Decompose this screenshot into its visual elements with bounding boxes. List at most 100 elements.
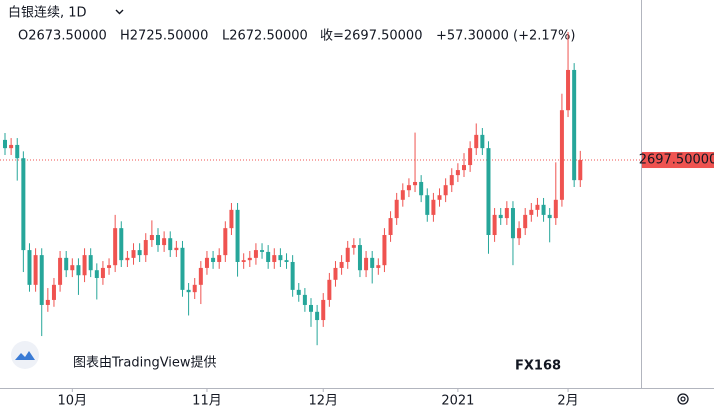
settings-icon[interactable]: [677, 393, 689, 405]
candle-body: [64, 257, 69, 271]
x-tick-label: 2月: [557, 394, 578, 409]
tv-logo-bg: [11, 341, 39, 369]
candle-body: [449, 175, 454, 186]
candle-body: [168, 238, 173, 251]
candle-body: [364, 257, 369, 271]
candle-body: [278, 255, 283, 261]
x-tick-label: 10月: [58, 394, 88, 409]
candle-body: [443, 185, 448, 196]
candle-body: [15, 144, 20, 159]
chart-title: 白银连续, 1D: [8, 5, 87, 21]
candle-body: [486, 148, 491, 236]
candle-body: [492, 214, 497, 236]
candle-body: [70, 265, 75, 271]
candle-body: [27, 250, 32, 285]
candle-body: [474, 134, 479, 149]
candle-body: [204, 257, 209, 268]
interval-menu[interactable]: [115, 9, 124, 15]
candle-body: [94, 270, 99, 278]
ohlc-value: +57.30000 (+2.17%): [436, 29, 575, 44]
candle-body: [290, 261, 295, 290]
candle-body: [100, 267, 105, 278]
candle-body: [3, 139, 7, 149]
candle-body: [333, 267, 338, 280]
candle-body: [376, 265, 381, 268]
candle-body: [357, 245, 362, 271]
candle-body: [309, 304, 313, 312]
candle-body: [143, 240, 148, 256]
candle-body: [302, 294, 307, 305]
ohlc-value: H2725.50000: [120, 29, 208, 44]
ohlc-legend: O2673.50000 H2725.50000 L2672.50000 收=2697.…: [18, 29, 575, 44]
candle-body: [351, 245, 356, 248]
candle-body: [186, 289, 191, 293]
candle-body: [149, 235, 154, 241]
candle-body: [174, 247, 179, 251]
watermark: 图表由TradingView提供: [73, 355, 217, 371]
candle-body: [125, 257, 130, 261]
candle-body: [33, 255, 38, 285]
candle-body: [272, 255, 277, 262]
candle-body: [431, 199, 436, 215]
candle-body: [284, 260, 289, 262]
candle-body: [241, 260, 246, 262]
candle-body: [370, 257, 375, 268]
candle-body: [137, 250, 142, 256]
candle-body: [566, 69, 571, 111]
candle-body: [547, 214, 552, 219]
candle-body: [266, 251, 271, 262]
candle-body: [462, 165, 466, 171]
candle-body: [480, 134, 485, 149]
candle-body: [382, 235, 387, 266]
candle-body: [413, 181, 418, 186]
candle-body: [388, 218, 393, 236]
last-price-badge: [642, 152, 714, 169]
candle-body: [198, 267, 203, 285]
candle-body: [400, 190, 405, 200]
candle-body: [498, 214, 503, 219]
candle-body: [541, 204, 546, 215]
candle-body: [162, 238, 167, 246]
candle-body: [45, 299, 50, 305]
candle-body: [113, 228, 118, 266]
candle-body: [572, 69, 577, 181]
x-tick-label: 12月: [308, 394, 338, 409]
candle-body: [253, 250, 258, 258]
candle-body: [192, 284, 197, 293]
candle-body: [339, 261, 344, 268]
candle-body: [247, 257, 252, 261]
candle-body: [76, 265, 81, 276]
candle-body: [510, 208, 515, 239]
candle-body: [455, 170, 460, 176]
candle-body: [119, 228, 124, 261]
candle-body: [517, 228, 522, 239]
candle-body: [553, 199, 558, 219]
ohlc-value: L2672.50000: [222, 29, 308, 44]
candle-body: [39, 255, 44, 305]
candle-body: [345, 247, 350, 262]
candle-body: [217, 255, 222, 262]
candle-body: [327, 279, 332, 300]
candle-body: [321, 299, 326, 321]
candle-body: [180, 247, 185, 290]
candle-body: [504, 208, 509, 219]
candle-body: [559, 110, 564, 200]
candle-body: [419, 181, 424, 196]
candle-body: [9, 144, 14, 149]
x-tick-label: 11月: [192, 394, 222, 409]
gear-center[interactable]: [680, 396, 686, 402]
candle-body: [51, 284, 56, 300]
candle-body: [58, 257, 63, 285]
candle-body: [529, 209, 534, 215]
gear[interactable]: [677, 393, 689, 405]
candle-body: [468, 148, 473, 166]
candle-body: [235, 209, 240, 262]
candle-body: [296, 289, 301, 295]
logo: FX16: [515, 359, 552, 374]
x-tick-label: 2021: [441, 394, 474, 409]
candle-body: [437, 195, 442, 200]
candle-body: [315, 311, 320, 321]
candle-body: [107, 265, 112, 268]
logo-accent: 8: [552, 359, 561, 374]
